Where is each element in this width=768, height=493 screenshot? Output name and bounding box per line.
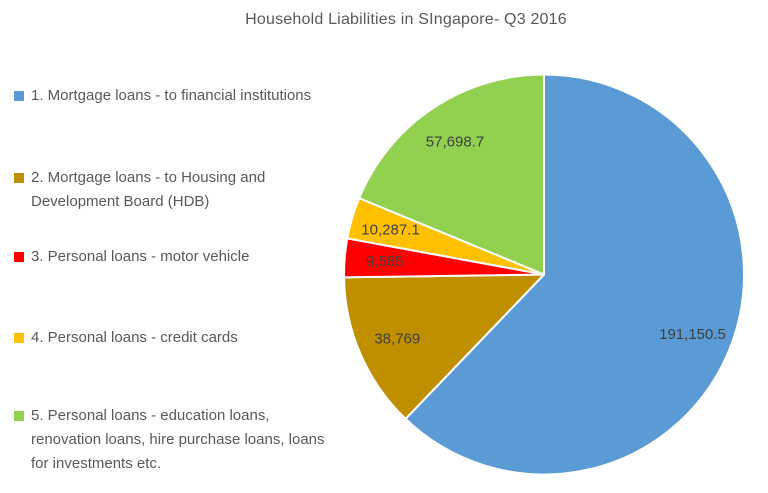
legend-label: 3. Personal loans - motor vehicle	[31, 248, 250, 265]
legend-marker-icon	[14, 252, 24, 262]
legend-label: 5. Personal loans - education loans, reno…	[31, 407, 325, 472]
legend-label: 2. Mortgage loans - to Housing and Develo…	[31, 169, 266, 210]
pie-slice-value-4: 10,287.1	[361, 221, 419, 238]
legend-marker-icon	[14, 173, 24, 183]
legend-marker-icon	[14, 333, 24, 343]
pie-slice-1	[404, 73, 745, 476]
legend-item-1: 1. Mortgage loans - to financial institu…	[14, 84, 359, 108]
legend-item-4: 4. Personal loans - credit cards	[14, 326, 359, 350]
pie-slice-2	[343, 273, 545, 420]
pie-slice-5	[358, 73, 545, 276]
legend-label: 4. Personal loans - credit cards	[31, 329, 238, 346]
pie-slice-value-5: 57,698.7	[426, 134, 484, 151]
pie-slice-value-3: 9,585	[366, 253, 404, 270]
chart-title: Household Liabilities in SIngapore- Q3 2…	[245, 11, 567, 28]
legend-item-3: 3. Personal loans - motor vehicle	[14, 245, 359, 269]
pie-slice-value-1: 191,150.5	[659, 326, 726, 343]
legend: 1. Mortgage loans - to financial institu…	[0, 0, 360, 493]
legend-marker-icon	[14, 91, 24, 101]
legend-label: 1. Mortgage loans - to financial institu…	[31, 87, 312, 104]
legend-item-5: 5. Personal loans - education loans, reno…	[14, 404, 359, 476]
legend-marker-icon	[14, 411, 24, 421]
legend-item-2: 2. Mortgage loans - to Housing and Develo…	[14, 166, 359, 214]
pie-slice-value-2: 38,769	[374, 330, 420, 347]
